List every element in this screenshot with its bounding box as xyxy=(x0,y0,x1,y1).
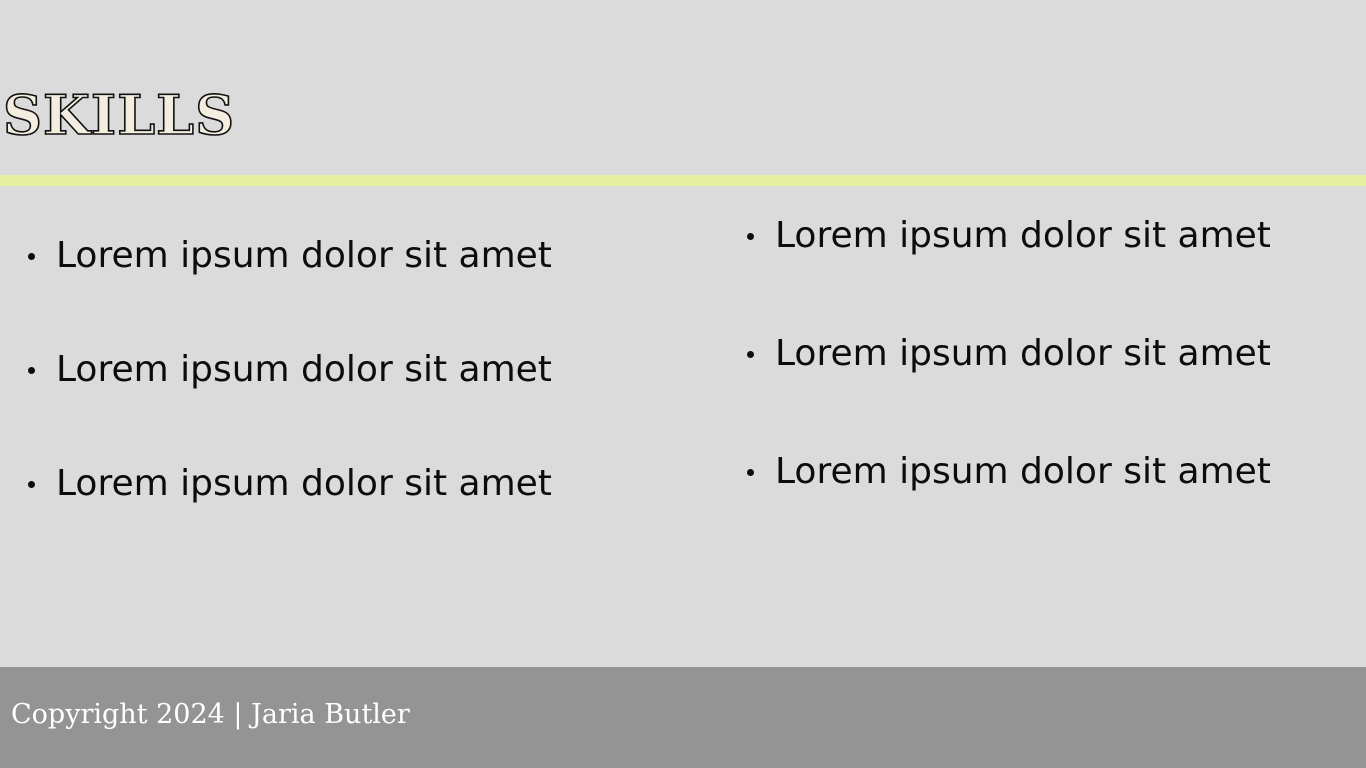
bullet-icon xyxy=(747,469,754,476)
bullet-icon xyxy=(28,481,35,488)
skill-item: Lorem ipsum dolor sit amet xyxy=(747,449,1271,567)
copyright-text: Copyright 2024 | Jaria Butler xyxy=(11,699,410,730)
bullet-icon xyxy=(28,367,35,374)
page-title: SKILLS xyxy=(2,82,236,148)
skill-label: Lorem ipsum dolor sit amet xyxy=(775,215,1271,256)
skill-label: Lorem ipsum dolor sit amet xyxy=(56,349,552,390)
skills-list-left: Lorem ipsum dolor sit amet Lorem ipsum d… xyxy=(28,233,552,575)
skill-item: Lorem ipsum dolor sit amet xyxy=(747,213,1271,331)
bullet-icon xyxy=(747,233,754,240)
footer: Copyright 2024 | Jaria Butler xyxy=(0,667,1366,768)
skill-label: Lorem ipsum dolor sit amet xyxy=(775,451,1271,492)
skill-item: Lorem ipsum dolor sit amet xyxy=(28,233,552,347)
bullet-icon xyxy=(747,351,754,358)
bullet-icon xyxy=(28,253,35,260)
skill-item: Lorem ipsum dolor sit amet xyxy=(28,461,552,575)
accent-divider xyxy=(0,175,1366,186)
skill-item: Lorem ipsum dolor sit amet xyxy=(28,347,552,461)
skills-list-right: Lorem ipsum dolor sit amet Lorem ipsum d… xyxy=(747,213,1271,567)
skill-item: Lorem ipsum dolor sit amet xyxy=(747,331,1271,449)
skill-label: Lorem ipsum dolor sit amet xyxy=(56,235,552,276)
skill-label: Lorem ipsum dolor sit amet xyxy=(775,333,1271,374)
skill-label: Lorem ipsum dolor sit amet xyxy=(56,463,552,504)
